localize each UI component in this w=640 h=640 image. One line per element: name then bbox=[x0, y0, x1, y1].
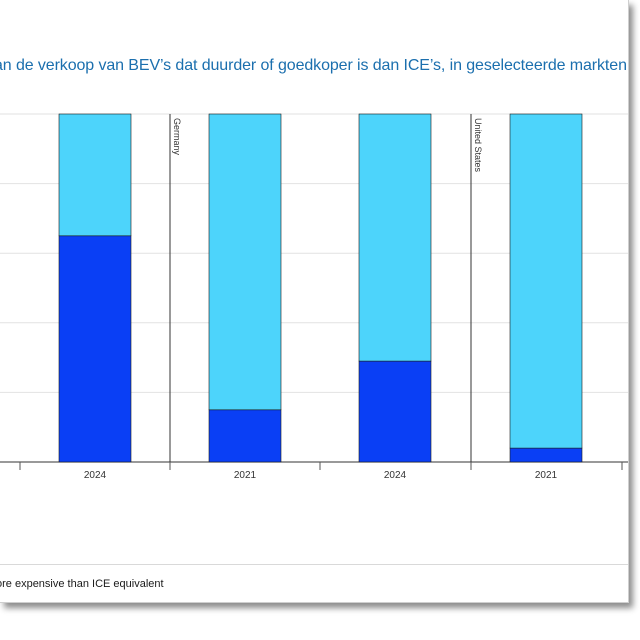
bar-segment-more-expensive bbox=[358, 360, 432, 463]
x-tick-label: 2021 bbox=[234, 470, 257, 481]
group-label: Germany bbox=[172, 118, 182, 156]
legend-entry: ore expensive than ICE equivalent bbox=[0, 578, 164, 590]
bar-segment-more-expensive bbox=[208, 409, 282, 463]
x-tick-label: 2021 bbox=[535, 470, 558, 481]
bar-segment-more-expensive bbox=[509, 447, 583, 463]
bar-segment-more-expensive bbox=[58, 235, 132, 463]
x-tick-label: 2024 bbox=[84, 470, 107, 481]
chart-title: an de verkoop van BEV’s dat duurder of g… bbox=[0, 57, 629, 74]
bar-segment-cheaper bbox=[208, 113, 282, 411]
group-label: United States bbox=[473, 118, 483, 173]
bar-segment-cheaper bbox=[358, 113, 432, 362]
legend-divider bbox=[0, 564, 628, 565]
bar-chart: 2024 2021 2024 2021 Germany United States bbox=[0, 113, 628, 481]
x-tick-label: 2024 bbox=[384, 470, 407, 481]
bar-segment-cheaper bbox=[58, 113, 132, 237]
chart-frame: an de verkoop van BEV’s dat duurder of g… bbox=[0, 0, 629, 603]
bar-segment-cheaper bbox=[509, 113, 583, 449]
